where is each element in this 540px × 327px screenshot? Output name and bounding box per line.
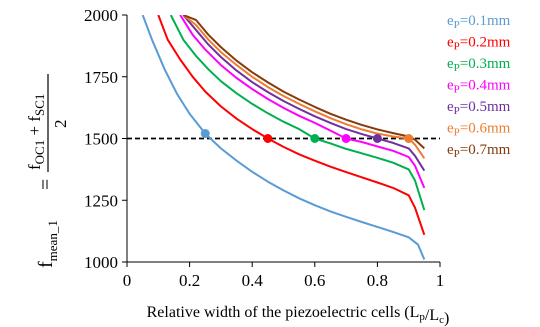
plot-area: 1000 1250 1500 1750 2000 0 0.2 0.4 0.6 0.8 1 bbox=[84, 6, 444, 290]
x-tick-label: 1 bbox=[436, 271, 445, 290]
legend-entry-4: eP=0.4mm bbox=[447, 78, 511, 96]
series-line-3 bbox=[169, 15, 426, 211]
y-tick-label: 2000 bbox=[84, 6, 118, 25]
legend-entry-7: eP=0.7mm bbox=[447, 142, 511, 160]
series-marker-4 bbox=[341, 134, 351, 143]
x-tick-label: 0.8 bbox=[367, 271, 388, 290]
y-axis-label: fmean_1 = fOC1 + fSC1 2 bbox=[25, 74, 70, 268]
y-tick-label: 1500 bbox=[84, 130, 118, 149]
series-marker-1 bbox=[200, 129, 210, 139]
x-tick-label: 0.2 bbox=[179, 271, 200, 290]
y-label-denominator: 2 bbox=[51, 120, 70, 129]
y-label-equals: = bbox=[35, 179, 57, 190]
y-tick-label: 1000 bbox=[84, 253, 118, 272]
series-line-1 bbox=[141, 15, 426, 260]
series-line-4 bbox=[179, 15, 426, 189]
series-marker-6 bbox=[404, 134, 414, 143]
legend: eP=0.1mm eP=0.2mm eP=0.3mm eP=0.4mm eP=0.5mm… bbox=[447, 13, 511, 160]
x-tick-label: 0.4 bbox=[242, 271, 264, 290]
legend-entry-6: eP=0.6mm bbox=[447, 121, 511, 139]
series-line-5 bbox=[182, 15, 426, 172]
y-label-f-mean: fmean_1 bbox=[35, 220, 60, 268]
series-marker-2 bbox=[263, 134, 273, 143]
legend-entry-3: eP=0.3mm bbox=[447, 56, 511, 74]
x-axis-title: Relative width of the piezoelectric cell… bbox=[147, 304, 450, 327]
series-line-7 bbox=[182, 15, 425, 150]
legend-entry-1: eP=0.1mm bbox=[447, 13, 511, 31]
series-line-2 bbox=[157, 15, 426, 236]
y-tick-label: 1750 bbox=[84, 68, 118, 87]
x-tick-label: 0 bbox=[123, 271, 132, 290]
x-tick-label: 0.6 bbox=[304, 271, 325, 290]
y-label-numerator: fOC1 + fSC1 bbox=[25, 94, 47, 170]
legend-entry-2: eP=0.2mm bbox=[447, 35, 511, 53]
series-marker-3 bbox=[310, 134, 320, 143]
y-tick-label: 1250 bbox=[84, 191, 118, 210]
legend-entry-5: eP=0.5mm bbox=[447, 99, 511, 117]
series-line-6 bbox=[182, 15, 426, 159]
series-marker-5 bbox=[372, 134, 382, 143]
